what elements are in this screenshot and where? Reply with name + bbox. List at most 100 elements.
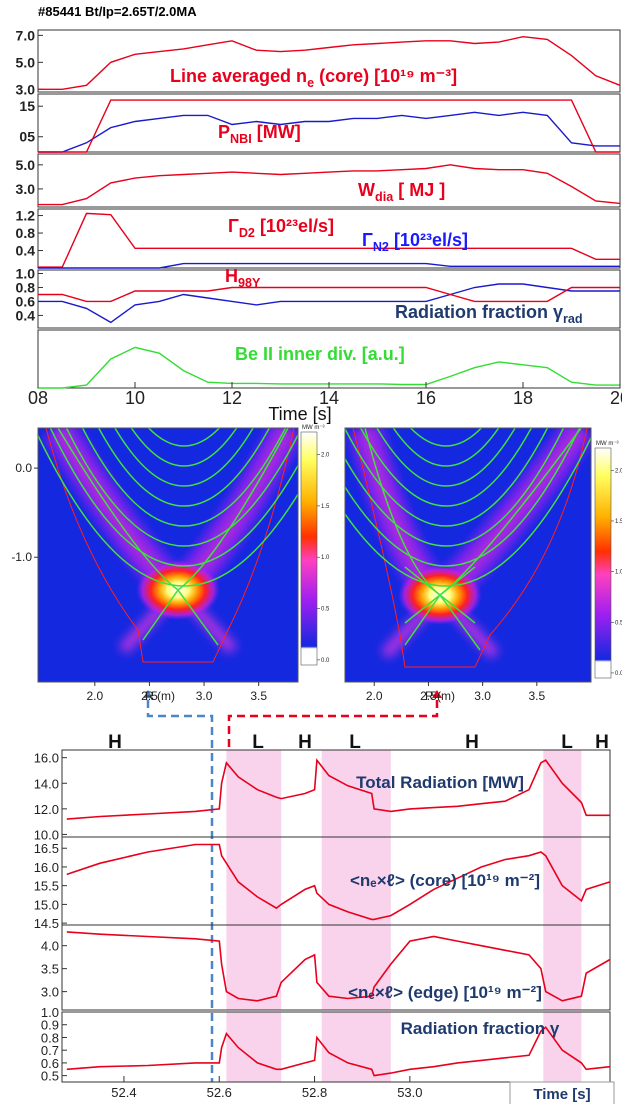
label-main: Radiation fraction γ bbox=[395, 302, 563, 322]
l-mode-span bbox=[321, 750, 391, 837]
y-tick-label: 16.0 bbox=[34, 860, 59, 875]
label-sub: 98Y bbox=[238, 276, 261, 290]
colorbar bbox=[300, 431, 318, 666]
phase-label: H bbox=[108, 732, 122, 753]
phase-label: L bbox=[252, 732, 264, 753]
x-tick-label: 2.0 bbox=[86, 689, 103, 703]
flux-surface bbox=[65, 428, 298, 547]
panel-frame bbox=[37, 208, 621, 269]
panel-frame bbox=[61, 1011, 611, 1083]
x-tick-label: 14 bbox=[319, 388, 339, 408]
label-main: H bbox=[225, 266, 238, 286]
separatrix-legs bbox=[404, 566, 481, 651]
mesh-boundary bbox=[352, 428, 588, 668]
panel-label: Wdia [ MJ ] bbox=[358, 180, 445, 204]
y-tick-label: 15.5 bbox=[34, 879, 59, 894]
flux-surface bbox=[345, 435, 591, 587]
y-tick-label: -1.0 bbox=[11, 550, 32, 564]
y-tick-label: 0.6 bbox=[41, 1056, 59, 1071]
y-tick-label: 1.2 bbox=[16, 208, 36, 224]
y-tick-label: 3.0 bbox=[16, 81, 36, 97]
blue-arrow bbox=[143, 690, 153, 698]
series-line bbox=[38, 164, 621, 206]
l-mode-span bbox=[226, 837, 282, 925]
label-rest: [10²³el/s] bbox=[389, 230, 468, 250]
colorbar-label: MW m⁻³ bbox=[596, 441, 619, 447]
y-tick-label: 1.0 bbox=[41, 1005, 59, 1020]
l-mode-span bbox=[321, 1012, 391, 1082]
colorbar-tick-label: 2.0 bbox=[321, 453, 330, 459]
y-tick-label: 15.0 bbox=[34, 897, 59, 912]
mesh-boundary bbox=[45, 428, 295, 663]
y-tick-label: 15 bbox=[19, 98, 35, 114]
y-tick-label: 3.0 bbox=[41, 985, 59, 1000]
colorbar-tick-label: 0.0 bbox=[321, 658, 330, 664]
panel-label: PNBI [MW] bbox=[218, 122, 301, 146]
y-tick-label: 16.5 bbox=[34, 841, 59, 856]
flux-surface bbox=[49, 428, 298, 567]
series-line bbox=[66, 843, 611, 921]
panel-label: <nₑ×ℓ> (core) [10¹⁹ m⁻²] bbox=[350, 871, 540, 890]
map-frame bbox=[37, 427, 299, 683]
x-tick-label: 3.0 bbox=[474, 689, 491, 703]
label-sub: dia bbox=[375, 190, 394, 204]
x-tick-label: 2.5 bbox=[141, 689, 158, 703]
label-sub: N2 bbox=[373, 240, 389, 254]
label-main: Line averaged n bbox=[170, 66, 307, 86]
x-tick-label: 3.5 bbox=[250, 689, 267, 703]
figure-title: #85441 Bt/Ip=2.65T/2.0MA bbox=[38, 4, 197, 19]
y-tick-label: 7.0 bbox=[16, 27, 36, 43]
label-rest: [MW] bbox=[252, 122, 301, 142]
label-main: Be II inner div. [a.u.] bbox=[235, 344, 405, 364]
flux-surface bbox=[114, 428, 254, 487]
panel-label: H98Y bbox=[225, 266, 261, 290]
l-mode-span bbox=[226, 925, 282, 1010]
panel-frame bbox=[37, 93, 621, 153]
l-mode-span bbox=[321, 837, 391, 925]
colorbar-tick-label: 0.0 bbox=[615, 671, 622, 677]
y-tick-label: 0.8 bbox=[41, 1030, 59, 1045]
phase-label: L bbox=[349, 732, 361, 753]
panel-label: Be II inner div. [a.u.] bbox=[235, 344, 405, 364]
series-line bbox=[38, 262, 620, 269]
colorbar-tick-label: 1.5 bbox=[615, 519, 622, 525]
label-rest: [10²³el/s] bbox=[255, 216, 334, 236]
l-mode-span bbox=[226, 750, 282, 837]
label-main: Total Radiation [MW] bbox=[356, 773, 524, 792]
label-sub: NBI bbox=[230, 132, 252, 146]
emission-map bbox=[345, 428, 591, 682]
x-tick-label: 2.0 bbox=[366, 689, 383, 703]
flux-surface bbox=[147, 428, 221, 447]
panel-label: <nₑ×ℓ> (edge) [10¹⁹ m⁻²] bbox=[348, 983, 542, 1002]
l-mode-span bbox=[321, 925, 391, 1010]
flux-surface bbox=[345, 428, 549, 527]
x-tick-label: 52.4 bbox=[111, 1085, 136, 1100]
panel-frame bbox=[37, 153, 621, 208]
map-frame bbox=[344, 427, 592, 683]
l-mode-span bbox=[543, 750, 582, 837]
y-tick-label: 0.0 bbox=[15, 461, 32, 475]
colorbar-tick-label: 1.5 bbox=[321, 504, 330, 510]
flux-surface bbox=[130, 428, 238, 467]
y-tick-label: 0.4 bbox=[16, 307, 36, 323]
separatrix-legs bbox=[142, 588, 219, 646]
flux-surface bbox=[345, 428, 565, 547]
flux-surface bbox=[359, 428, 533, 507]
series-line bbox=[66, 931, 611, 1002]
label-rest: [ MJ ] bbox=[393, 180, 445, 200]
label-sub: D2 bbox=[239, 226, 255, 240]
label-main: Radiation fraction γ bbox=[401, 1019, 560, 1038]
flux-surface bbox=[81, 428, 287, 527]
y-tick-label: 3.5 bbox=[41, 962, 59, 977]
panel-label: Radiation fraction γrad bbox=[395, 302, 583, 326]
l-mode-span bbox=[226, 1012, 282, 1082]
series-line bbox=[38, 111, 620, 153]
y-tick-label: 5.0 bbox=[16, 54, 36, 70]
y-tick-label: 0.5 bbox=[41, 1069, 59, 1084]
y-tick-label: 3.0 bbox=[16, 181, 36, 197]
colorbar-tick-label: 1.0 bbox=[615, 570, 622, 576]
l-mode-span bbox=[543, 1012, 582, 1082]
y-tick-label: 0.8 bbox=[16, 279, 36, 295]
